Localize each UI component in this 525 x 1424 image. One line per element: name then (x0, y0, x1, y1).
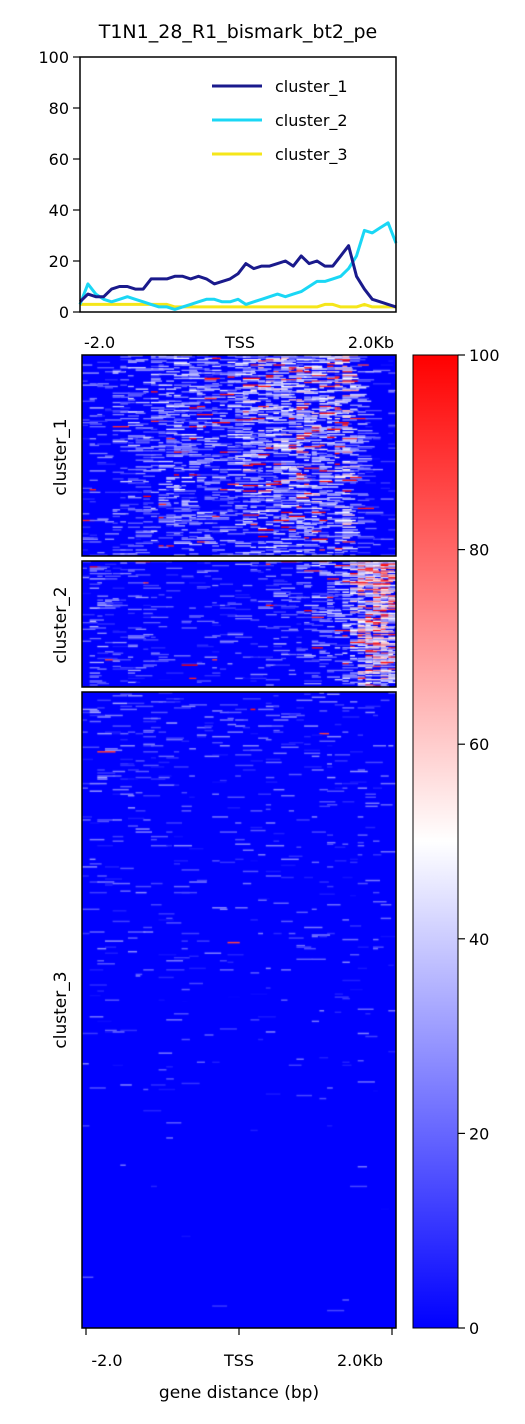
colorbar-tick-label: 80 (469, 541, 489, 560)
cluster-label-3: cluster_3 (51, 971, 71, 1048)
y-tick-label: 40 (49, 201, 69, 220)
heatmap-panel-cluster-3 (82, 692, 396, 1328)
legend-label-cluster-1: cluster_1 (275, 77, 348, 97)
colorbar-tick-label: 40 (469, 930, 489, 949)
legend-label-cluster-3: cluster_3 (275, 145, 348, 165)
y-tick-label: 100 (38, 48, 69, 67)
colorbar-tick-label: 0 (469, 1319, 479, 1338)
heatmap (81, 354, 397, 1329)
x-axis-title: gene distance (bp) (159, 1383, 319, 1403)
profile-frame (79, 56, 397, 313)
series-line-cluster-1 (78, 244, 397, 309)
colorbar-ticks: 0 20 40 60 80 100 (458, 346, 500, 1338)
colorbar-tick-label: 100 (469, 346, 500, 365)
y-tick-label: 80 (49, 99, 69, 118)
colorbar-gradient (412, 354, 459, 1329)
y-axis-ticks: 0 20 40 60 80 100 (38, 48, 80, 322)
y-tick-label: 0 (59, 303, 69, 322)
x-tick-label-tss: TSS (224, 333, 255, 352)
x-tick-label-end: 2.0Kb (348, 333, 394, 352)
cluster-label-2: cluster_2 (51, 586, 71, 663)
heatmap-x-tick-label-tss: TSS (223, 1351, 254, 1370)
y-tick-label: 20 (49, 252, 69, 271)
series-line-cluster-2 (78, 221, 398, 311)
legend-label-cluster-2: cluster_2 (275, 111, 348, 131)
chart-title: T1N1_28_R1_bismark_bt2_pe (98, 21, 378, 43)
series-line-cluster-3 (80, 302, 396, 309)
colorbar-tick-label: 20 (469, 1124, 489, 1143)
legend: cluster_1 cluster_2 cluster_3 (212, 77, 348, 165)
heatmap-x-axis: -2.0 TSS 2.0Kb gene distance (bp) (85, 1328, 393, 1403)
profile-plot: 0 20 40 60 80 100 -2.0 TSS 2.0Kb cluster_1 cl… (38, 48, 398, 352)
heatmap-x-tick-label-end: 2.0Kb (337, 1351, 383, 1370)
colorbar-tick-label: 60 (469, 735, 489, 754)
colorbar: 0 20 40 60 80 100 (412, 346, 500, 1338)
heatmap-panel-cluster-1 (82, 355, 396, 556)
heatmap-panel-frame (81, 354, 397, 557)
cluster-label-1: cluster_1 (51, 418, 71, 495)
heatmap-panel-cluster-2 (82, 561, 396, 687)
profile-x-labels: -2.0 TSS 2.0Kb (84, 333, 394, 352)
heatmap-panel-frame (81, 560, 397, 688)
y-tick-label: 60 (49, 150, 69, 169)
x-tick-label-start: -2.0 (84, 333, 115, 352)
heatmap-x-tick-label-start: -2.0 (91, 1351, 122, 1370)
profile-lines (78, 221, 398, 311)
